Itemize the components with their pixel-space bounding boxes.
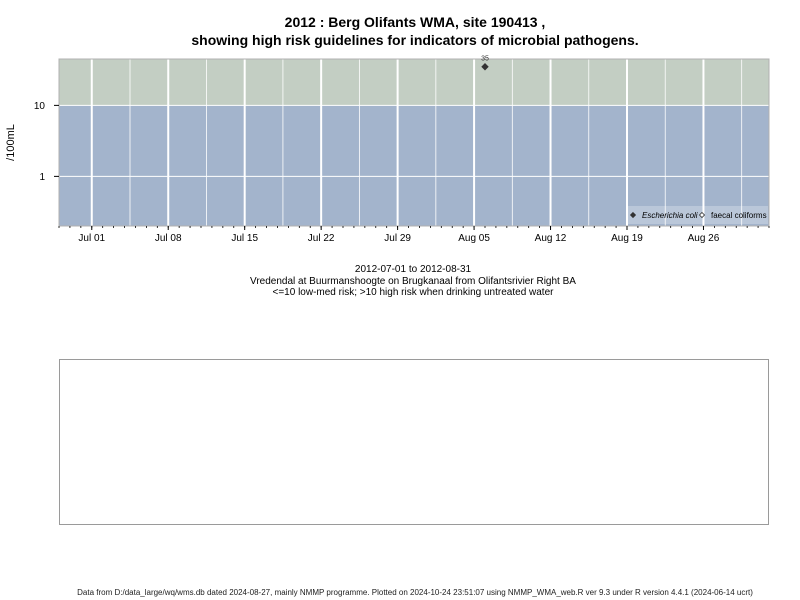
y-tick-label: 1 bbox=[39, 172, 45, 183]
x-tick-label: Aug 05 bbox=[458, 233, 490, 244]
legend-marker bbox=[698, 211, 706, 219]
y-tick-label: 10 bbox=[34, 101, 46, 112]
legend-marker bbox=[629, 211, 637, 219]
low-risk-band bbox=[59, 105, 769, 226]
y-axis-label: /100mL bbox=[5, 124, 17, 161]
data-label: 35 bbox=[481, 56, 489, 63]
x-tick-label: Jul 15 bbox=[231, 233, 258, 244]
x-tick-label: Aug 26 bbox=[688, 233, 720, 244]
caption-risk-note: <=10 low-med risk; >10 high risk when dr… bbox=[272, 287, 554, 298]
legend-box bbox=[627, 206, 768, 224]
high-risk-band bbox=[59, 59, 769, 106]
chart-title-line2: showing high risk guidelines for indicat… bbox=[191, 32, 639, 48]
data-point bbox=[481, 63, 489, 71]
empty-plot-panel bbox=[59, 359, 769, 525]
caption-date-range: 2012-07-01 to 2012-08-31 bbox=[354, 264, 472, 275]
legend: Escherichia coli faecal coliforms bbox=[627, 206, 768, 224]
legend-label: faecal coliforms bbox=[711, 211, 767, 220]
footer-note: Data from D:/data_large/wq/wms.db dated … bbox=[77, 588, 753, 597]
plot-frame bbox=[58, 58, 770, 227]
x-tick-label: Aug 12 bbox=[535, 233, 567, 244]
legend-label: Escherichia coli bbox=[642, 211, 698, 220]
chart-title-line1: 2012 : Berg Olifants WMA, site 190413 , bbox=[284, 14, 546, 30]
x-tick-label: Aug 19 bbox=[611, 233, 643, 244]
x-tick-label: Jul 22 bbox=[308, 233, 335, 244]
x-tick-label: Jul 08 bbox=[155, 233, 182, 244]
caption-location: Vredendal at Buurmanshoogte on Brugkanaa… bbox=[250, 276, 576, 287]
x-tick-label: Jul 29 bbox=[384, 233, 411, 244]
x-tick-label: Jul 01 bbox=[78, 233, 105, 244]
plot-layer: 1 10/100mL Jul 01 Jul 08 Jul 15 Jul 22 Jul 29 A… bbox=[5, 56, 770, 244]
